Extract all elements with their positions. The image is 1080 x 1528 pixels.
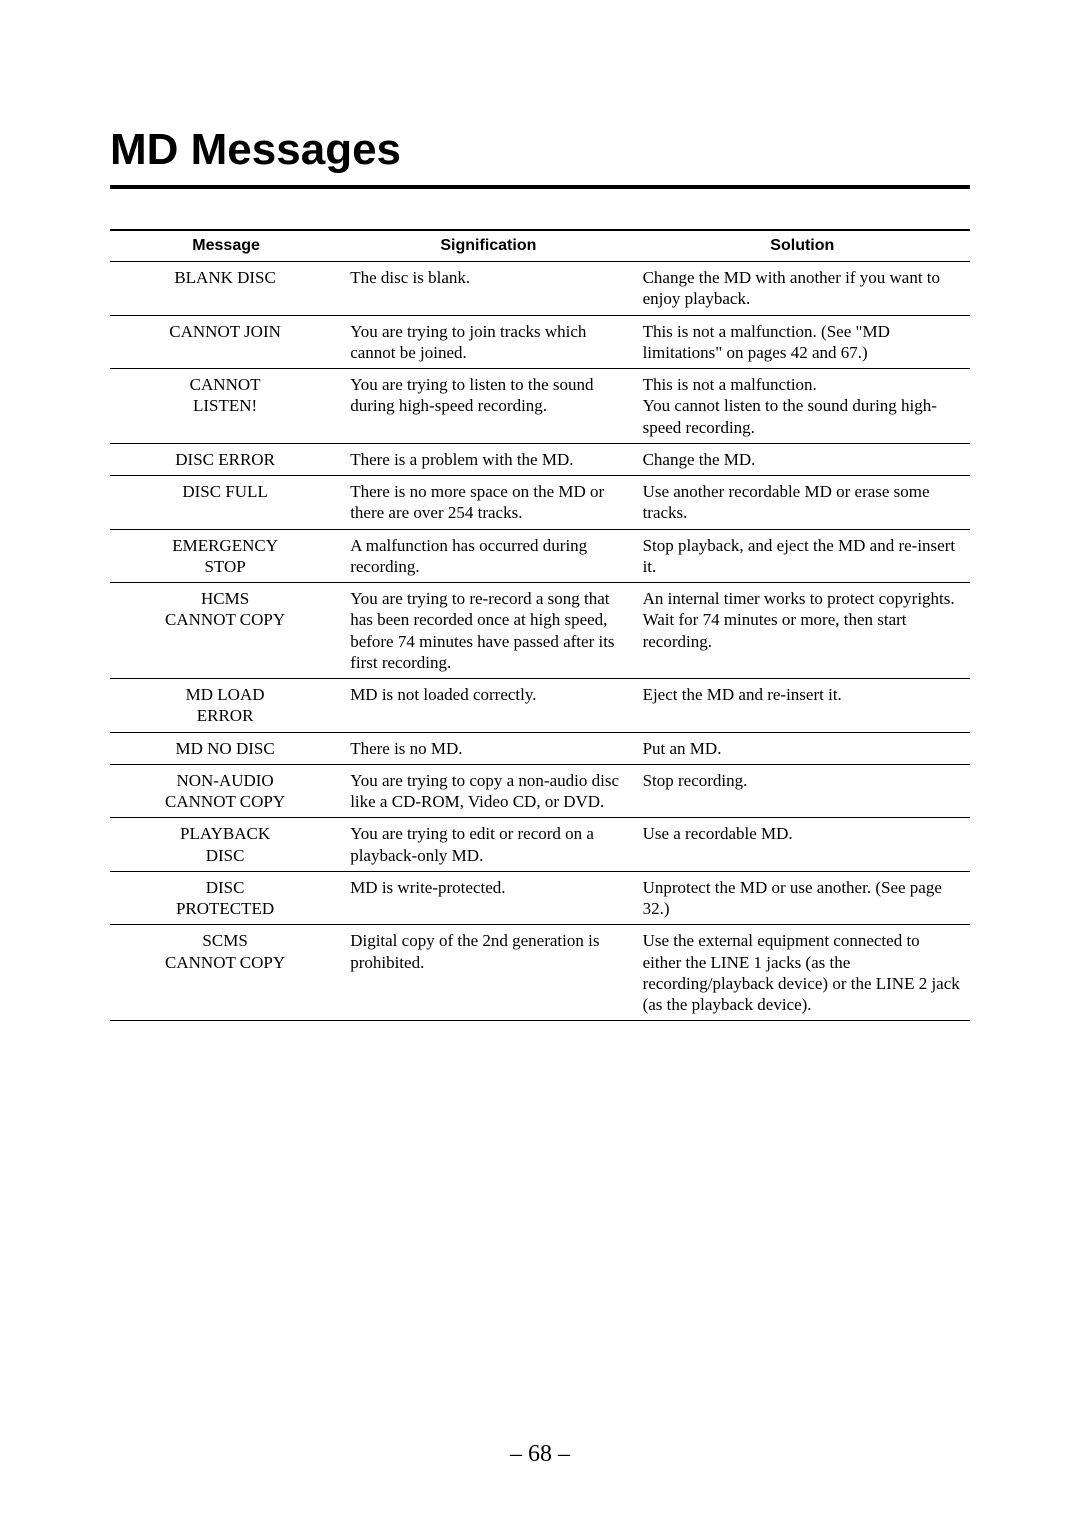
cell-signification: There is no more space on the MD or ther… — [342, 476, 634, 530]
table-row: DISC FULLThere is no more space on the M… — [110, 476, 970, 530]
cell-solution: Use the external equipment connected to … — [635, 925, 970, 1021]
cell-message: SCMSCANNOT COPY — [110, 925, 342, 1021]
cell-message: MD NO DISC — [110, 732, 342, 764]
table-row: DISC ERRORThere is a problem with the MD… — [110, 443, 970, 475]
table-row: DISCPROTECTEDMD is write-protected.Unpro… — [110, 871, 970, 925]
table-row: SCMSCANNOT COPYDigital copy of the 2nd g… — [110, 925, 970, 1021]
cell-message: BLANK DISC — [110, 262, 342, 316]
table-row: EMERGENCYSTOPA malfunction has occurred … — [110, 529, 970, 583]
cell-solution: An internal timer works to protect copyr… — [635, 583, 970, 679]
cell-solution: This is not a malfunction. (See "MD limi… — [635, 315, 970, 369]
cell-message: HCMSCANNOT COPY — [110, 583, 342, 679]
cell-signification: Digital copy of the 2nd generation is pr… — [342, 925, 634, 1021]
cell-message: CANNOT JOIN — [110, 315, 342, 369]
cell-message: DISCPROTECTED — [110, 871, 342, 925]
cell-signification: There is a problem with the MD. — [342, 443, 634, 475]
cell-signification: You are trying to listen to the sound du… — [342, 369, 634, 444]
table-row: MD NO DISCThere is no MD.Put an MD. — [110, 732, 970, 764]
cell-signification: MD is not loaded correctly. — [342, 679, 634, 733]
cell-message: CANNOTLISTEN! — [110, 369, 342, 444]
cell-solution: Put an MD. — [635, 732, 970, 764]
col-header-message: Message — [110, 230, 342, 262]
cell-solution: Use a recordable MD. — [635, 818, 970, 872]
cell-signification: You are trying to edit or record on a pl… — [342, 818, 634, 872]
cell-solution: Use another recordable MD or erase some … — [635, 476, 970, 530]
cell-solution: Eject the MD and re-insert it. — [635, 679, 970, 733]
table-row: PLAYBACKDISCYou are trying to edit or re… — [110, 818, 970, 872]
table-header-row: Message Signification Solution — [110, 230, 970, 262]
cell-message: MD LOADERROR — [110, 679, 342, 733]
cell-solution: This is not a malfunction.You cannot lis… — [635, 369, 970, 444]
cell-solution: Unprotect the MD or use another. (See pa… — [635, 871, 970, 925]
cell-message: EMERGENCYSTOP — [110, 529, 342, 583]
md-messages-table: Message Signification Solution BLANK DIS… — [110, 229, 970, 1021]
cell-signification: You are trying to copy a non-audio disc … — [342, 764, 634, 818]
table-row: MD LOADERRORMD is not loaded correctly.E… — [110, 679, 970, 733]
cell-solution: Change the MD with another if you want t… — [635, 262, 970, 316]
cell-signification: You are trying to join tracks which cann… — [342, 315, 634, 369]
page-title: MD Messages — [110, 125, 970, 175]
table-row: BLANK DISCThe disc is blank.Change the M… — [110, 262, 970, 316]
cell-signification: MD is write-protected. — [342, 871, 634, 925]
table-row: CANNOTLISTEN!You are trying to listen to… — [110, 369, 970, 444]
cell-solution: Stop playback, and eject the MD and re-i… — [635, 529, 970, 583]
cell-message: DISC ERROR — [110, 443, 342, 475]
cell-message: NON-AUDIOCANNOT COPY — [110, 764, 342, 818]
cell-signification: You are trying to re-record a song that … — [342, 583, 634, 679]
cell-solution: Stop recording. — [635, 764, 970, 818]
cell-signification: The disc is blank. — [342, 262, 634, 316]
cell-solution: Change the MD. — [635, 443, 970, 475]
cell-signification: A malfunction has occurred during record… — [342, 529, 634, 583]
table-row: NON-AUDIOCANNOT COPYYou are trying to co… — [110, 764, 970, 818]
table-row: HCMSCANNOT COPYYou are trying to re-reco… — [110, 583, 970, 679]
col-header-signification: Signification — [342, 230, 634, 262]
page-number: – 68 – — [0, 1441, 1080, 1468]
cell-message: DISC FULL — [110, 476, 342, 530]
col-header-solution: Solution — [635, 230, 970, 262]
cell-message: PLAYBACKDISC — [110, 818, 342, 872]
cell-signification: There is no MD. — [342, 732, 634, 764]
title-underline — [110, 185, 970, 189]
table-row: CANNOT JOINYou are trying to join tracks… — [110, 315, 970, 369]
